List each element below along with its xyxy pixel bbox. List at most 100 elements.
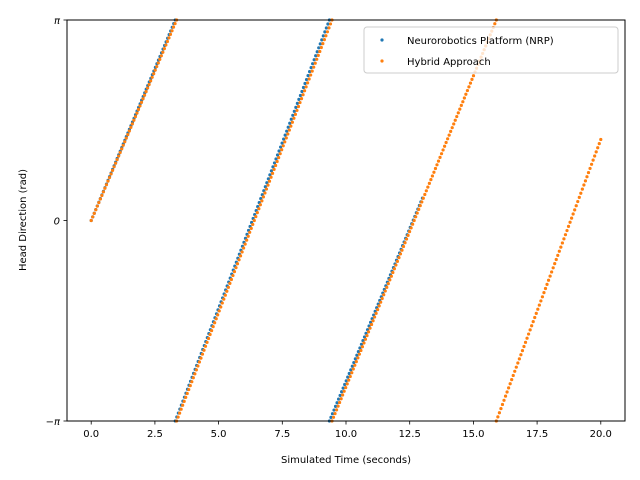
x-axis-title: Simulated Time (seconds) bbox=[281, 455, 411, 466]
hybrid-data-point bbox=[156, 61, 160, 65]
nrp-data-point bbox=[283, 133, 287, 137]
hybrid-data-point bbox=[591, 158, 595, 162]
hybrid-data-point bbox=[249, 226, 253, 230]
hybrid-data-point bbox=[97, 201, 101, 205]
hybrid-data-point bbox=[98, 197, 102, 201]
hybrid-data-point bbox=[254, 214, 258, 219]
hybrid-data-point bbox=[164, 43, 168, 47]
nrp-data-point bbox=[338, 393, 342, 398]
legend-marker-hybrid bbox=[380, 59, 384, 63]
hybrid-data-point bbox=[345, 382, 349, 386]
hybrid-data-point bbox=[354, 359, 358, 364]
hybrid-data-point bbox=[444, 140, 448, 145]
hybrid-data-point bbox=[594, 150, 598, 154]
hybrid-data-point bbox=[165, 39, 170, 44]
hybrid-data-point bbox=[412, 218, 416, 223]
hybrid-data-point bbox=[107, 175, 112, 180]
hybrid-data-point bbox=[365, 334, 369, 338]
hybrid-data-point bbox=[522, 344, 526, 349]
nrp-data-point bbox=[274, 157, 278, 161]
hybrid-data-point bbox=[257, 207, 261, 211]
hybrid-data-point bbox=[401, 244, 406, 249]
hybrid-data-point bbox=[94, 208, 98, 212]
hybrid-data-point bbox=[274, 163, 278, 168]
hybrid-data-point bbox=[179, 407, 183, 411]
hybrid-data-point bbox=[557, 249, 561, 253]
hybrid-data-point bbox=[447, 133, 451, 137]
hybrid-data-point bbox=[565, 228, 569, 233]
hybrid-data-point bbox=[520, 349, 525, 353]
hybrid-data-point bbox=[525, 336, 529, 340]
hybrid-data-point bbox=[542, 291, 546, 295]
hybrid-data-point bbox=[159, 54, 163, 58]
legend-label-nrp: Neurorobotics Platform (NRP) bbox=[407, 36, 554, 47]
nrp-data-point bbox=[298, 93, 303, 98]
hybrid-data-point bbox=[394, 263, 398, 267]
hybrid-data-point bbox=[546, 278, 551, 282]
hybrid-data-point bbox=[497, 411, 501, 415]
hybrid-data-point bbox=[95, 204, 99, 208]
hybrid-data-point bbox=[386, 282, 390, 286]
hybrid-data-point bbox=[182, 399, 186, 403]
nrp-data-point bbox=[294, 105, 298, 109]
hybrid-data-point bbox=[103, 186, 107, 190]
hybrid-data-point bbox=[266, 183, 270, 187]
hybrid-data-point bbox=[409, 226, 413, 230]
hybrid-data-point bbox=[392, 267, 396, 271]
hybrid-data-point bbox=[246, 234, 250, 238]
hybrid-data-point bbox=[302, 89, 307, 93]
hybrid-data-point bbox=[184, 395, 188, 400]
hybrid-data-point bbox=[470, 77, 474, 82]
hybrid-data-point bbox=[185, 391, 189, 396]
nrp-data-point bbox=[306, 73, 310, 78]
hybrid-data-point bbox=[548, 274, 552, 278]
hybrid-data-point bbox=[133, 115, 138, 119]
nrp-data-point bbox=[347, 371, 351, 376]
x-tick-label: 2.5 bbox=[147, 429, 163, 440]
hybrid-data-point bbox=[406, 233, 410, 237]
hybrid-data-point bbox=[226, 285, 230, 289]
hybrid-data-point bbox=[191, 376, 195, 380]
hybrid-data-point bbox=[503, 394, 508, 398]
hybrid-data-point bbox=[150, 75, 154, 79]
hybrid-data-point bbox=[258, 203, 262, 207]
hybrid-data-point bbox=[331, 415, 336, 419]
hybrid-data-point bbox=[563, 233, 568, 237]
hybrid-data-point bbox=[459, 103, 463, 107]
x-tick-label: 10.0 bbox=[335, 429, 357, 440]
nrp-data-point bbox=[300, 89, 304, 94]
hybrid-data-point bbox=[232, 270, 237, 274]
nrp-data-point bbox=[292, 109, 296, 113]
hybrid-data-point bbox=[379, 300, 383, 304]
hybrid-data-point bbox=[339, 397, 343, 401]
hybrid-data-point bbox=[453, 118, 457, 122]
nrp-data-point bbox=[318, 42, 322, 46]
hybrid-data-point bbox=[91, 215, 95, 219]
hybrid-data-point bbox=[449, 129, 453, 133]
hybrid-data-point bbox=[202, 348, 206, 352]
hybrid-data-point bbox=[270, 171, 275, 175]
hybrid-data-point bbox=[260, 199, 264, 203]
hybrid-data-point bbox=[446, 137, 450, 141]
hybrid-data-point bbox=[374, 311, 378, 315]
hybrid-data-point bbox=[278, 152, 282, 156]
hybrid-data-point bbox=[203, 344, 208, 348]
hybrid-data-point bbox=[380, 296, 384, 301]
hybrid-data-point bbox=[110, 168, 115, 172]
hybrid-data-point bbox=[104, 183, 109, 187]
x-tick-label: 5.0 bbox=[211, 429, 227, 440]
nrp-data-point bbox=[309, 66, 313, 70]
hybrid-data-point bbox=[142, 93, 147, 97]
hybrid-data-point bbox=[321, 41, 325, 46]
hybrid-data-point bbox=[196, 364, 200, 368]
nrp-data-point bbox=[303, 81, 307, 86]
hybrid-data-point bbox=[269, 175, 273, 179]
hybrid-data-point bbox=[502, 398, 506, 402]
hybrid-data-point bbox=[404, 237, 409, 241]
hybrid-data-point bbox=[436, 159, 441, 163]
y-tick-label: π bbox=[54, 16, 61, 27]
hybrid-data-point bbox=[568, 220, 572, 224]
hybrid-data-point bbox=[211, 325, 215, 329]
nrp-data-point bbox=[321, 34, 325, 38]
hybrid-data-point bbox=[424, 189, 428, 193]
